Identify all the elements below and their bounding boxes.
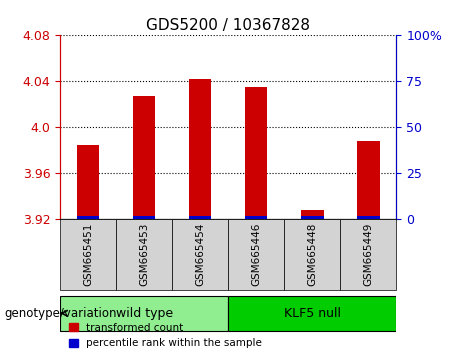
FancyBboxPatch shape — [340, 219, 396, 290]
Bar — [301, 210, 324, 219]
Bar — [133, 216, 155, 219]
FancyBboxPatch shape — [60, 219, 116, 290]
Text: GSM665449: GSM665449 — [363, 223, 373, 286]
FancyBboxPatch shape — [284, 219, 340, 290]
Bar — [77, 216, 99, 219]
Text: KLF5 null: KLF5 null — [284, 307, 341, 320]
Bar — [245, 87, 267, 219]
Text: GSM665451: GSM665451 — [83, 223, 93, 286]
Text: GSM665453: GSM665453 — [139, 223, 149, 286]
Bar — [77, 145, 99, 219]
Legend: transformed count, percentile rank within the sample: transformed count, percentile rank withi… — [65, 319, 266, 352]
FancyBboxPatch shape — [116, 219, 172, 290]
Bar — [133, 96, 155, 219]
Text: GSM665446: GSM665446 — [251, 223, 261, 286]
Bar — [357, 141, 379, 219]
FancyBboxPatch shape — [60, 296, 228, 331]
Text: GSM665454: GSM665454 — [195, 223, 205, 286]
Title: GDS5200 / 10367828: GDS5200 / 10367828 — [146, 18, 310, 33]
Bar — [301, 216, 324, 219]
FancyBboxPatch shape — [228, 296, 396, 331]
Bar — [357, 216, 379, 219]
Bar — [245, 216, 267, 219]
Text: wild type: wild type — [116, 307, 172, 320]
FancyBboxPatch shape — [172, 219, 228, 290]
Text: GSM665448: GSM665448 — [307, 223, 317, 286]
Bar — [189, 216, 211, 219]
Text: genotype/variation: genotype/variation — [5, 307, 117, 320]
FancyBboxPatch shape — [228, 219, 284, 290]
Bar — [189, 79, 211, 219]
